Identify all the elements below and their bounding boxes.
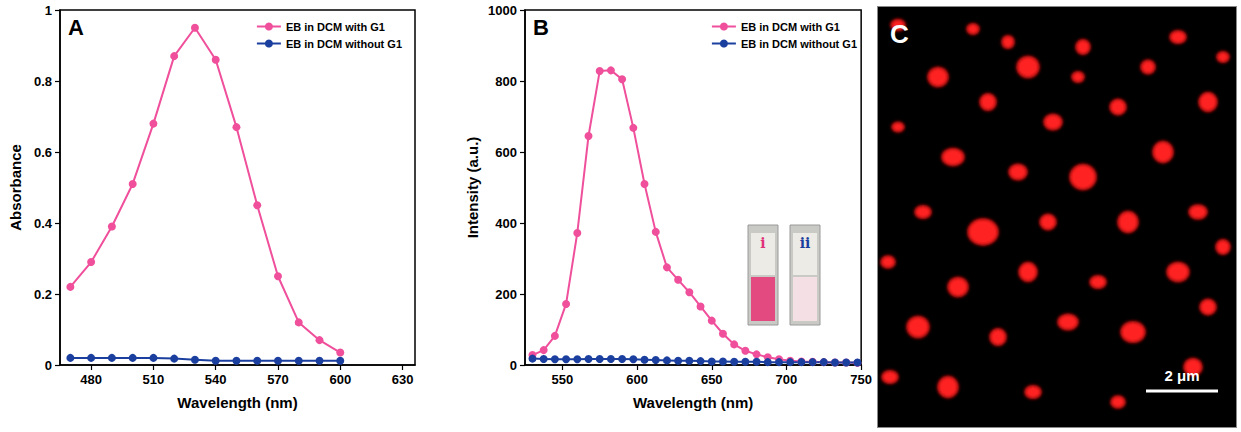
svg-text:EB in DCM without G1: EB in DCM without G1 — [286, 38, 402, 50]
svg-text:200: 200 — [495, 287, 517, 302]
svg-text:2 μm: 2 μm — [1164, 367, 1199, 384]
svg-text:B: B — [533, 15, 549, 40]
svg-text:630: 630 — [392, 372, 414, 387]
svg-text:0.4: 0.4 — [34, 216, 53, 231]
svg-text:C: C — [890, 19, 909, 49]
svg-text:Wavelength (nm): Wavelength (nm) — [633, 394, 753, 411]
svg-text:570: 570 — [267, 372, 289, 387]
svg-text:1: 1 — [45, 3, 52, 18]
svg-text:1000: 1000 — [488, 3, 517, 18]
svg-text:EB in DCM with G1: EB in DCM with G1 — [286, 21, 385, 33]
svg-text:650: 650 — [701, 372, 723, 387]
svg-text:400: 400 — [495, 216, 517, 231]
svg-text:Absorbance: Absorbance — [7, 144, 24, 231]
svg-text:540: 540 — [205, 372, 227, 387]
svg-text:A: A — [68, 15, 84, 40]
svg-text:Wavelength (nm): Wavelength (nm) — [177, 394, 297, 411]
svg-text:750: 750 — [850, 372, 872, 387]
svg-text:i: i — [760, 235, 765, 251]
svg-text:600: 600 — [495, 145, 517, 160]
svg-text:EB in DCM with G1: EB in DCM with G1 — [741, 21, 840, 33]
svg-text:Intensity (a.u.): Intensity (a.u.) — [464, 137, 481, 239]
svg-text:0: 0 — [510, 358, 517, 373]
svg-text:600: 600 — [626, 372, 648, 387]
svg-text:600: 600 — [329, 372, 351, 387]
svg-text:700: 700 — [776, 372, 798, 387]
svg-text:800: 800 — [495, 74, 517, 89]
svg-text:0.2: 0.2 — [34, 287, 52, 302]
svg-text:0.6: 0.6 — [34, 145, 52, 160]
svg-text:480: 480 — [80, 372, 102, 387]
svg-text:550: 550 — [551, 372, 573, 387]
svg-text:0: 0 — [45, 358, 52, 373]
svg-text:510: 510 — [143, 372, 165, 387]
svg-text:EB in DCM without G1: EB in DCM without G1 — [741, 38, 857, 50]
svg-text:ii: ii — [800, 235, 811, 251]
svg-text:0.8: 0.8 — [34, 74, 52, 89]
